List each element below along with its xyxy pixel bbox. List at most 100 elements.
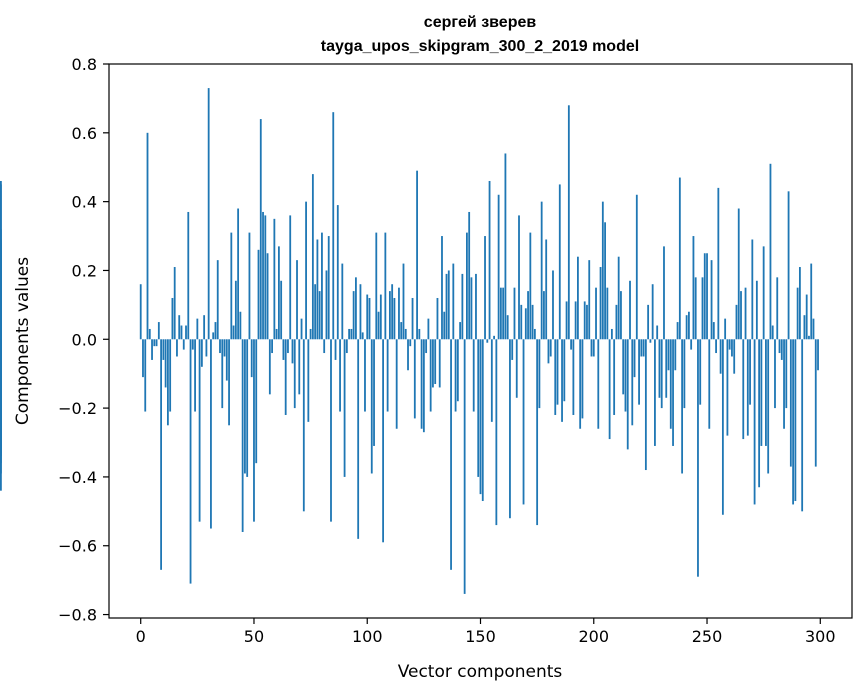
bar-component-78 (316, 239, 319, 340)
bar-component-50 (253, 339, 255, 522)
bar-component-25 (196, 318, 199, 340)
bar-component-278 (769, 163, 772, 340)
bar-component-225 (649, 339, 652, 343)
bar-component-269 (749, 339, 751, 405)
bar-component-256 (719, 339, 722, 374)
bar-component-30 (207, 88, 210, 340)
x-tick-label: 100 (352, 627, 383, 646)
bar-component-299 (817, 339, 819, 371)
bar-component-220 (638, 339, 640, 405)
bar-component-145 (468, 211, 471, 340)
bar-component-272 (755, 280, 758, 340)
x-tick-label: 300 (805, 627, 836, 646)
bar-component-273 (758, 339, 761, 488)
bar-component-294 (805, 294, 808, 340)
bar-component-276 (765, 339, 767, 446)
bar-component-170 (524, 308, 527, 340)
bar-component-95 (355, 277, 357, 340)
bar-component-108 (384, 232, 387, 340)
bar-component-35 (219, 339, 221, 354)
bar-component-1 (142, 339, 144, 378)
bar-component-234 (669, 339, 672, 429)
bar-component-206 (606, 287, 609, 340)
bar-component-7 (155, 339, 158, 347)
bar-component-75 (309, 328, 312, 340)
bar-component-11 (164, 339, 167, 388)
bar-component-54 (262, 211, 264, 340)
bar-component-173 (531, 304, 534, 340)
bar-component-31 (210, 339, 212, 529)
plot-frame (108, 63, 853, 619)
chart-title: сергей зверев (424, 14, 537, 31)
bar-component-126 (425, 339, 428, 354)
bar-component-23 (191, 339, 194, 350)
bar-component-196 (583, 301, 586, 340)
bar-component-98 (361, 332, 364, 340)
bar-component-131 (436, 297, 439, 340)
bar-component-44 (239, 311, 242, 340)
bar-component-216 (629, 280, 631, 340)
bar-component-73 (305, 201, 307, 340)
bar-component-230 (660, 339, 663, 409)
bar-component-195 (581, 339, 584, 419)
bar-component-9 (160, 339, 162, 570)
bar-component-3 (146, 132, 149, 340)
bar-component-227 (654, 339, 656, 446)
bar-component-139 (454, 339, 457, 412)
bar-component-148 (475, 273, 477, 340)
bar-component-213 (622, 339, 625, 395)
chart-subtitle: tayga_upos_skipgram_300_2_2019 model (321, 38, 639, 55)
bar-component-72 (302, 339, 305, 512)
bar-component-122 (416, 170, 418, 340)
bar-component-51 (255, 339, 258, 464)
bar-component-69 (296, 260, 298, 340)
bar-component-112 (393, 297, 396, 340)
bar-component-160 (502, 287, 505, 340)
bar-component-283 (780, 339, 783, 360)
bar-component-204 (601, 201, 604, 340)
bar-component-298 (814, 339, 817, 467)
bar-component-202 (597, 339, 600, 429)
bar-component-168 (520, 304, 523, 340)
bar-component-43 (237, 208, 240, 340)
bar-component-2 (144, 339, 147, 412)
bar-component-53 (259, 119, 262, 340)
bar-component-226 (651, 284, 654, 340)
bar-component-129 (432, 339, 434, 388)
bar-component-175 (536, 339, 539, 526)
bar-component-56 (266, 253, 269, 340)
bar-component-97 (359, 284, 362, 340)
bar-component-209 (613, 339, 616, 415)
bar-component-92 (348, 328, 351, 340)
bar-component-210 (615, 304, 618, 340)
bar-component-172 (529, 232, 532, 340)
bar-component-231 (663, 246, 665, 340)
bar-component-120 (411, 297, 414, 340)
bar-component-297 (812, 318, 815, 340)
bar-component-86 (334, 339, 337, 360)
bar-component-258 (724, 318, 727, 340)
bar-component-89 (341, 263, 344, 340)
bar-component-26 (198, 339, 201, 522)
bar-component-128 (429, 339, 432, 412)
bar-component-46 (244, 339, 246, 474)
bar-component-157 (495, 339, 498, 526)
bar-component-187 (563, 339, 566, 402)
bar-component-27 (200, 339, 203, 367)
bar-component-245 (694, 277, 697, 340)
bar-component-194 (579, 339, 582, 429)
bar-component-211 (617, 256, 620, 340)
bar-component-203 (599, 267, 602, 340)
x-tick-label: 50 (244, 627, 264, 646)
bar-component-259 (726, 339, 729, 436)
bar-component-212 (620, 291, 622, 340)
x-tick-label: 250 (692, 627, 723, 646)
bar-component-163 (509, 339, 511, 519)
y-tick-label: −0.8 (58, 606, 97, 625)
bar-component-178 (543, 291, 545, 340)
bar-component-99 (364, 339, 366, 412)
bar-component-188 (565, 301, 568, 340)
y-tick-label: −0.4 (58, 468, 97, 487)
bar-component-284 (783, 339, 785, 429)
y-tick-label: 0.4 (72, 193, 97, 212)
